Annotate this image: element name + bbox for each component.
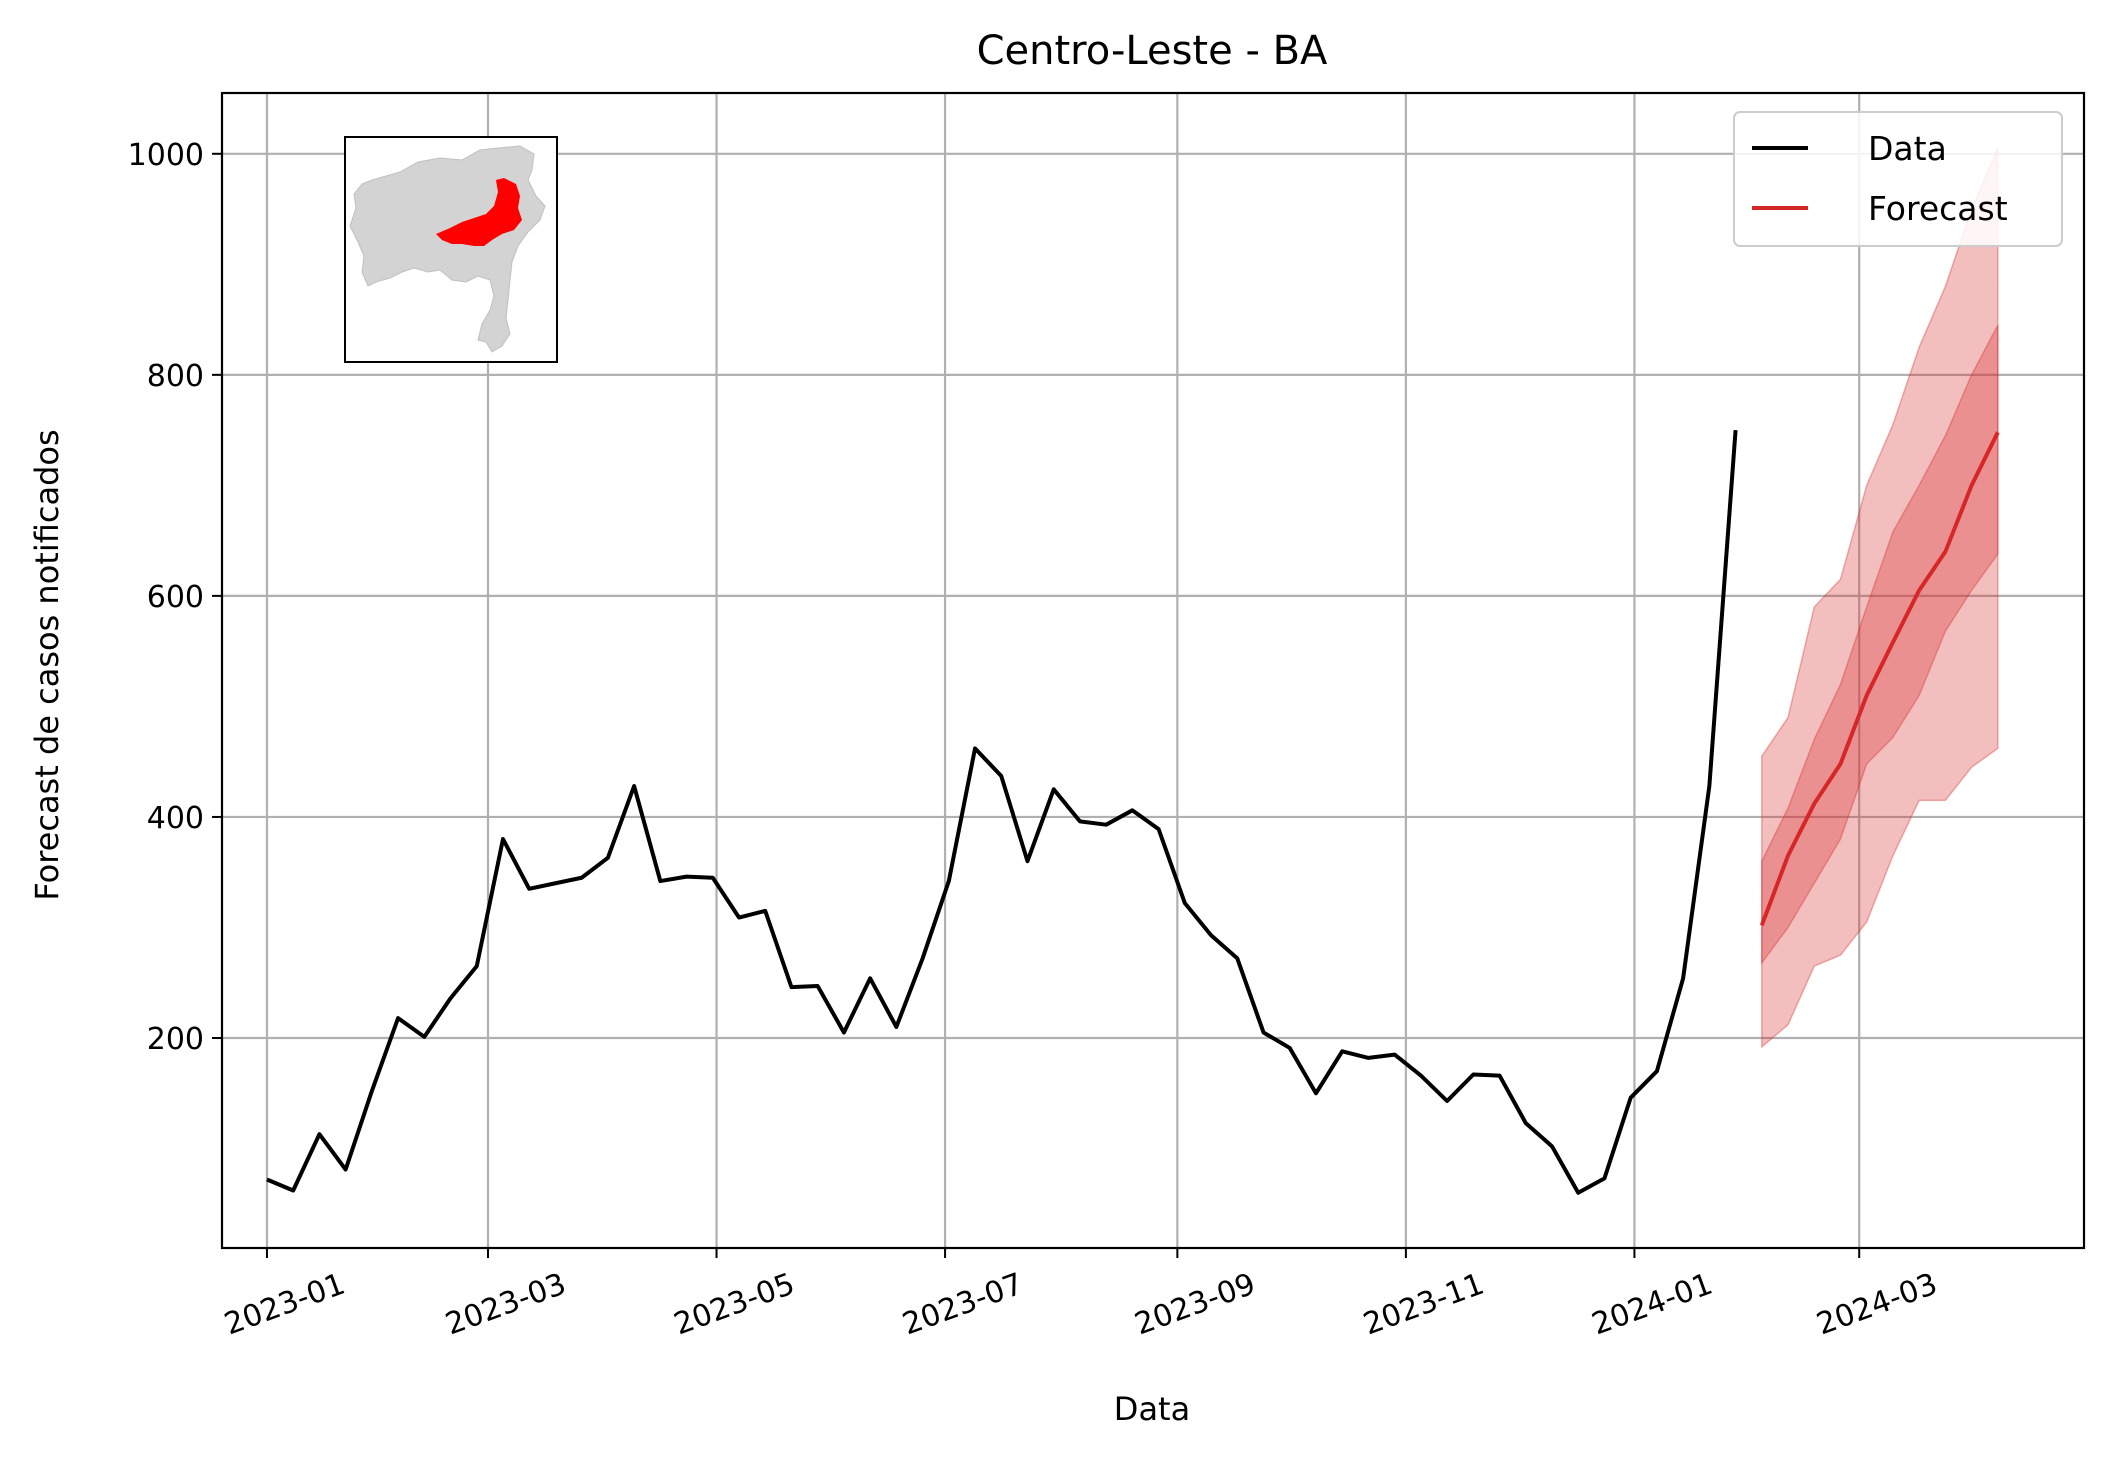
y-tick-label: 800 [147,359,204,394]
plot-frame [220,91,2086,1250]
legend: Data Forecast [1733,111,2063,247]
bahia-map-icon [349,145,546,353]
y-tick-label: 200 [147,1022,204,1057]
legend-forecast-label: Forecast [1868,189,2008,228]
grid-lines [222,93,2084,1248]
series-lines [266,429,2000,1195]
y-axis: 200 400 600 800 1000 [128,138,222,1057]
forecast-series-line [1759,431,2000,926]
y-tick-label: 600 [147,580,204,615]
y-tick-label: 1000 [128,138,204,173]
legend-data-label: Data [1868,129,1947,168]
forecast-outer-band [1761,147,1999,1049]
x-axis-label: Data [1114,1390,1190,1428]
forecast-bands [1761,147,1999,1049]
chart-title: Centro-Leste - BA [977,28,1328,74]
inset-map [344,136,558,363]
data-series-line [266,429,1738,1195]
centro-leste-region [436,178,522,246]
bahia-state-shape [349,145,546,353]
legend-box [1733,111,2063,247]
forecast-inner-band [1761,324,1999,966]
y-tick-label: 400 [147,801,204,836]
y-axis-label: Forecast de casos notificados [28,429,66,900]
